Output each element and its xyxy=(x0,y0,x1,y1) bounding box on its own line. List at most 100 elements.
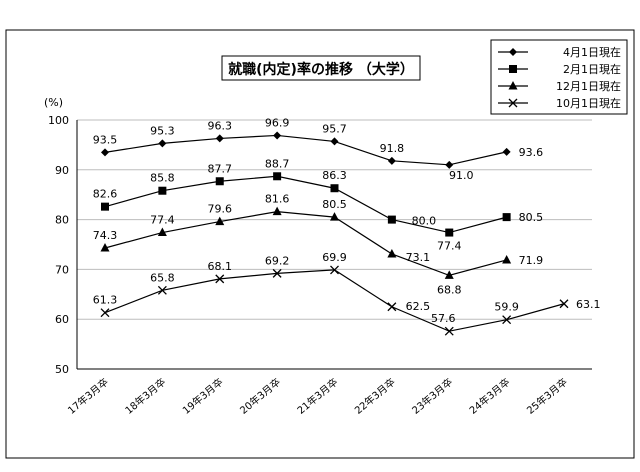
data-label: 68.1 xyxy=(208,260,233,273)
series-1 xyxy=(101,131,511,169)
data-point xyxy=(330,137,339,146)
data-point xyxy=(100,308,110,318)
data-point xyxy=(502,254,512,264)
legend-marker xyxy=(508,81,518,90)
data-point xyxy=(100,242,110,252)
data-label: 80.5 xyxy=(519,211,544,224)
data-label: 96.9 xyxy=(265,116,290,129)
series-3 xyxy=(100,206,512,279)
legend-label: 2月1日現在 xyxy=(563,63,621,76)
data-label: 91.0 xyxy=(449,169,474,182)
data-label: 85.8 xyxy=(150,172,175,185)
series-line xyxy=(104,211,507,277)
y-tick-label: 60 xyxy=(55,313,69,326)
data-point xyxy=(272,206,282,216)
legend: 4月1日現在 2月1日現在 12月1日現在 10月1日現在 xyxy=(490,39,628,115)
data-point xyxy=(101,202,109,211)
data-label: 74.3 xyxy=(93,229,118,242)
x-tick-label: 24年3月卒 xyxy=(467,375,513,417)
x-tick-label: 17年3月卒 xyxy=(65,375,111,417)
data-label: 81.6 xyxy=(265,193,290,206)
series-line xyxy=(104,175,507,234)
y-tick-label: 80 xyxy=(55,214,69,227)
x-tick-label: 20年3月卒 xyxy=(237,375,283,417)
data-point xyxy=(158,186,167,195)
series-2 xyxy=(101,172,511,237)
data-label: 80.0 xyxy=(412,215,437,228)
data-label: 69.2 xyxy=(265,254,290,267)
y-tick-label: 50 xyxy=(55,363,69,376)
data-label: 82.6 xyxy=(93,188,118,201)
data-label: 62.5 xyxy=(406,300,431,313)
data-point xyxy=(387,215,396,224)
data-label: 73.1 xyxy=(406,251,431,264)
data-label: 71.9 xyxy=(519,254,544,267)
data-point xyxy=(330,265,339,275)
data-point xyxy=(101,148,109,157)
data-point xyxy=(559,299,569,309)
data-point xyxy=(502,315,512,325)
x-tick-label: 25年3月卒 xyxy=(524,375,570,417)
series-line xyxy=(104,134,507,166)
data-point xyxy=(158,139,167,148)
axes: 50 60 70 80 90 100 17年3月卒 18年3月卒 19年3月卒 20年3月卒 21年… xyxy=(48,114,592,417)
data-label: 65.8 xyxy=(150,271,175,284)
data-point xyxy=(215,216,225,226)
data-point xyxy=(272,268,282,278)
data-label: 91.8 xyxy=(380,142,405,155)
data-point xyxy=(387,248,397,258)
data-label: 69.9 xyxy=(322,251,347,264)
data-point xyxy=(445,160,454,169)
data-point xyxy=(444,326,454,336)
data-point xyxy=(157,227,167,237)
labels-layer: 93.5 95.3 96.3 96.9 95.7 91.8 91.0 93.6 82.6 85.8… xyxy=(93,116,601,325)
y-tick-label: 90 xyxy=(55,164,69,177)
series-layer xyxy=(100,131,569,336)
x-tick-label: 18年3月卒 xyxy=(122,375,168,417)
data-point xyxy=(273,172,282,181)
data-label: 86.3 xyxy=(322,169,347,182)
data-label: 61.3 xyxy=(93,294,118,307)
y-tick-label: 100 xyxy=(48,114,69,127)
data-label: 77.4 xyxy=(150,214,175,227)
x-tick-label: 22年3月卒 xyxy=(352,375,398,417)
data-point xyxy=(215,134,224,143)
data-label: 93.6 xyxy=(519,146,544,159)
data-label: 77.4 xyxy=(437,240,462,253)
chart-title: 就職(内定)率の推移 （大学） xyxy=(228,61,414,78)
data-point xyxy=(387,302,397,312)
data-label: 95.7 xyxy=(322,122,347,135)
legend-label: 4月1日現在 xyxy=(563,46,621,59)
title-box: 就職(内定)率の推移 （大学） xyxy=(221,55,421,81)
data-point xyxy=(273,131,282,140)
data-point xyxy=(387,156,396,165)
x-tick-label: 19年3月卒 xyxy=(180,375,226,417)
data-label: 59.9 xyxy=(494,301,519,314)
data-label: 96.3 xyxy=(208,119,233,132)
data-label: 95.3 xyxy=(150,124,175,137)
legend-label: 12月1日現在 xyxy=(556,80,621,93)
legend-marker xyxy=(509,48,517,56)
data-point xyxy=(445,228,454,237)
data-label: 57.6 xyxy=(431,312,456,325)
data-label: 88.7 xyxy=(265,157,290,170)
x-tick-label: 23年3月卒 xyxy=(409,375,455,417)
data-label: 80.5 xyxy=(322,198,347,211)
x-tick-label: 21年3月卒 xyxy=(294,375,340,417)
data-point xyxy=(215,177,224,186)
data-label: 87.7 xyxy=(208,162,233,175)
data-label: 68.8 xyxy=(437,283,462,296)
series-4 xyxy=(100,265,569,336)
legend-marker xyxy=(508,98,518,108)
outer-border xyxy=(5,29,635,459)
data-point xyxy=(330,212,339,221)
y-tick-label: 70 xyxy=(55,263,69,276)
y-axis-unit: (%) xyxy=(44,96,63,109)
data-point xyxy=(502,213,511,222)
data-label: 63.1 xyxy=(576,298,601,311)
data-label: 79.6 xyxy=(208,203,233,216)
data-label: 93.5 xyxy=(93,133,118,146)
data-point xyxy=(502,147,511,156)
data-point xyxy=(330,184,339,193)
